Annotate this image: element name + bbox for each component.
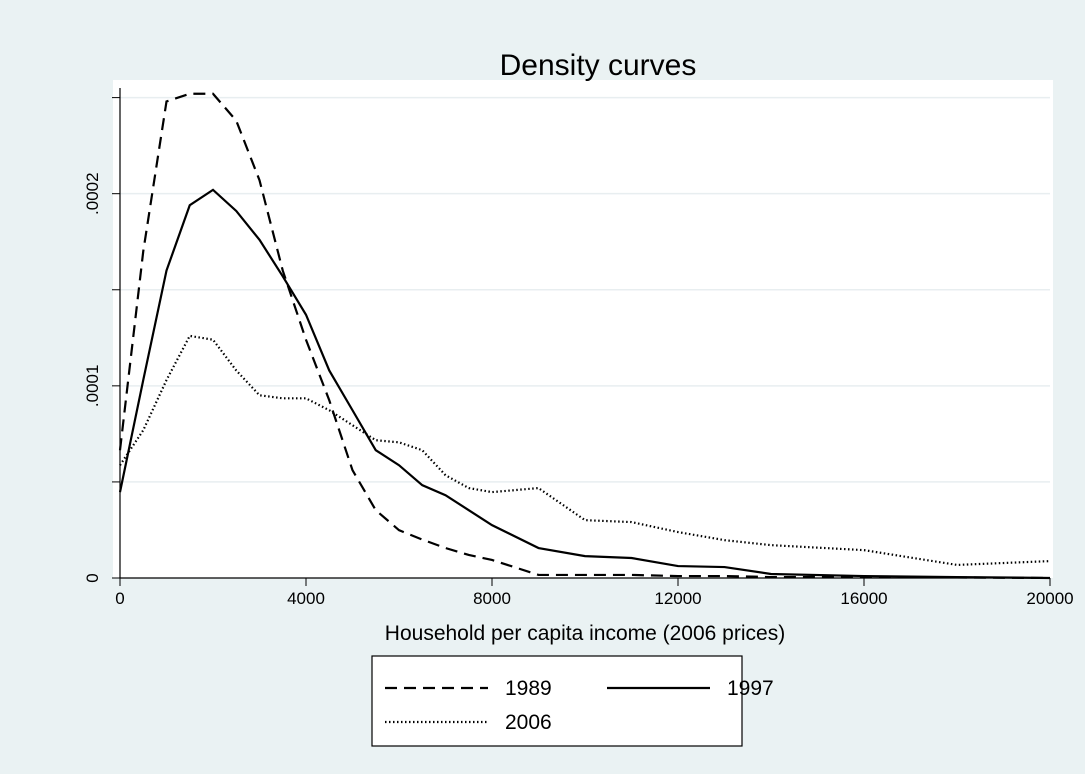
x-tick-label: 12000 <box>654 589 701 608</box>
x-tick-label: 4000 <box>287 589 325 608</box>
legend-label: 2006 <box>505 711 552 734</box>
chart-title: Density curves <box>500 49 697 82</box>
plot-area <box>113 80 1053 578</box>
legend-label: 1997 <box>727 677 774 700</box>
x-tick-label: 0 <box>115 589 124 608</box>
series-line <box>118 188 1051 580</box>
y-tick-label: .0002 <box>83 172 102 215</box>
series-line <box>118 92 1051 580</box>
y-tick-label: .0001 <box>83 365 102 408</box>
x-tick-label: 20000 <box>1026 589 1073 608</box>
legend <box>371 655 743 747</box>
legend-label: 1989 <box>505 677 552 700</box>
y-tick-label: 0 <box>83 573 102 582</box>
x-axis-label: Household per capita income (2006 prices… <box>385 622 785 645</box>
x-tick-label: 8000 <box>473 589 511 608</box>
series-line <box>119 334 1051 567</box>
x-tick-label: 16000 <box>840 589 887 608</box>
